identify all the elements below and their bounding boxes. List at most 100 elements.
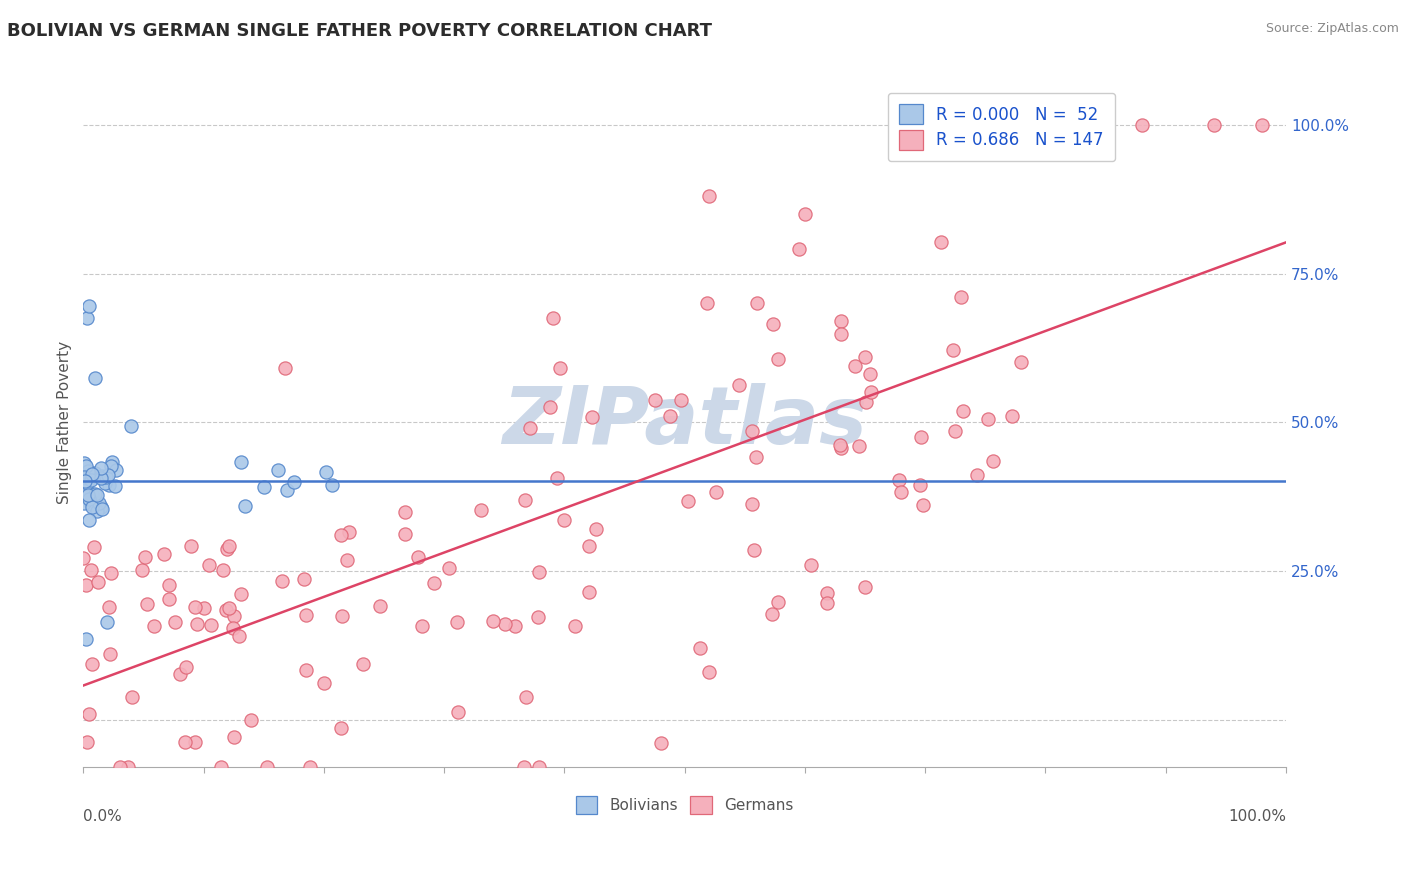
Point xyxy=(215,603,238,617)
Point xyxy=(696,296,718,310)
Point xyxy=(217,542,239,557)
Point xyxy=(513,760,536,774)
Point xyxy=(100,458,122,473)
Point xyxy=(1010,118,1032,132)
Point xyxy=(80,500,103,514)
Point xyxy=(120,418,142,433)
Point xyxy=(519,421,541,435)
Point xyxy=(91,469,114,483)
Point xyxy=(79,469,101,483)
Point xyxy=(697,665,720,679)
Point xyxy=(91,501,114,516)
Point xyxy=(283,475,305,489)
Point xyxy=(981,454,1004,468)
Point xyxy=(766,351,789,366)
Point xyxy=(911,498,934,512)
Point xyxy=(644,392,666,407)
Text: Source: ZipAtlas.com: Source: ZipAtlas.com xyxy=(1265,22,1399,36)
Point xyxy=(173,735,195,749)
Point xyxy=(853,580,876,594)
Text: 0.0%: 0.0% xyxy=(83,809,122,823)
Point xyxy=(830,326,852,341)
Point xyxy=(482,614,505,628)
Point xyxy=(96,615,118,629)
Point xyxy=(859,368,882,382)
Point xyxy=(394,527,416,541)
Point xyxy=(761,317,783,331)
Point xyxy=(72,551,94,566)
Point xyxy=(1130,118,1153,132)
Point xyxy=(233,499,256,513)
Point xyxy=(890,485,912,500)
Point xyxy=(761,607,783,621)
Point xyxy=(394,505,416,519)
Point xyxy=(564,619,586,633)
Point xyxy=(1001,409,1024,423)
Point xyxy=(860,384,883,399)
Point xyxy=(526,610,548,624)
Point xyxy=(73,496,96,510)
Point xyxy=(529,565,551,579)
Point xyxy=(578,585,600,599)
Point xyxy=(80,470,103,484)
Point xyxy=(75,632,97,647)
Point xyxy=(142,618,165,632)
Point xyxy=(218,600,240,615)
Point xyxy=(266,463,288,477)
Point xyxy=(830,438,852,452)
Point xyxy=(830,441,852,455)
Point xyxy=(76,488,98,502)
Point xyxy=(943,425,966,439)
Point xyxy=(136,598,159,612)
Point xyxy=(222,621,245,635)
Point xyxy=(224,731,246,745)
Point xyxy=(101,455,124,469)
Point xyxy=(82,467,104,481)
Point xyxy=(704,485,727,500)
Point xyxy=(337,525,360,540)
Point xyxy=(952,403,974,417)
Point xyxy=(966,467,988,482)
Point xyxy=(253,480,276,494)
Point xyxy=(183,735,205,749)
Text: ZIPatlas: ZIPatlas xyxy=(502,384,868,461)
Point xyxy=(553,513,575,527)
Point xyxy=(90,471,112,485)
Point xyxy=(77,707,100,722)
Point xyxy=(676,493,699,508)
Point xyxy=(541,310,564,325)
Point xyxy=(546,470,568,484)
Point xyxy=(121,690,143,705)
Point xyxy=(276,483,298,497)
Point xyxy=(198,558,221,572)
Point xyxy=(176,659,198,673)
Point xyxy=(742,542,765,557)
Point xyxy=(96,469,118,483)
Point xyxy=(728,378,751,392)
Point xyxy=(84,466,107,480)
Point xyxy=(855,395,877,409)
Point xyxy=(77,513,100,527)
Point xyxy=(887,473,910,487)
Point xyxy=(186,617,208,632)
Point xyxy=(84,486,107,500)
Point xyxy=(689,640,711,655)
Point xyxy=(117,760,139,774)
Point xyxy=(315,465,337,479)
Point xyxy=(423,575,446,590)
Point xyxy=(153,547,176,561)
Point xyxy=(977,411,1000,425)
Point xyxy=(578,539,600,553)
Point xyxy=(98,600,121,615)
Point xyxy=(131,563,153,577)
Point xyxy=(193,600,215,615)
Point xyxy=(73,483,96,498)
Point xyxy=(271,574,294,589)
Point xyxy=(745,450,768,464)
Point xyxy=(815,596,838,610)
Point xyxy=(336,552,359,566)
Point xyxy=(659,409,682,424)
Point xyxy=(1202,118,1225,132)
Point xyxy=(209,760,232,774)
Point xyxy=(79,491,101,506)
